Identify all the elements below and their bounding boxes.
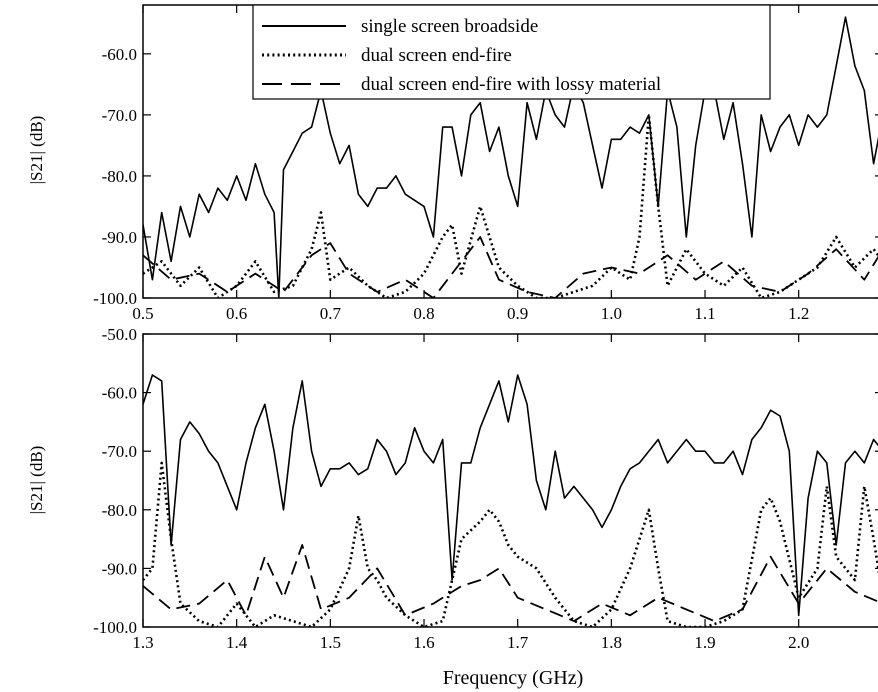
top-series-dashed-line [143,236,878,298]
bottom-series-dotted-line [143,461,878,627]
top-x-tick-label: 1.1 [694,304,715,323]
bottom-y-tick-label: -70.0 [102,442,137,461]
bottom-x-tick-label: 1.6 [413,633,434,652]
x-axis-label: Frequency (GHz) [443,667,584,689]
bottom-series-dashed-line [143,544,878,622]
top-x-tick-label: 0.7 [320,304,342,323]
bottom-axis-layer: 1.3 1.4 1.5 1.6 1.7 1.8 1.9 2.0 -50.0 -60.0 -70.0 -… [93,325,878,652]
legend-label-dual-screen-end-fire: dual screen end-fire [361,45,512,66]
legend-label-lossy-material: dual screen end-fire with lossy material [361,74,661,95]
bottom-x-tick-label: 1.5 [320,633,341,652]
bottom-panel: 1.3 1.4 1.5 1.6 1.7 1.8 1.9 2.0 -50.0 -60.0 -70.0 -… [27,325,878,689]
top-y-tick-label: -100.0 [93,289,137,308]
top-y-axis-label: |S21| (dB) [27,116,46,185]
bottom-series-solid-line [143,374,878,617]
top-x-tick-label: 0.6 [226,304,247,323]
bottom-y-tick-label: -100.0 [93,618,137,637]
bottom-y-tick-label: -80.0 [102,501,137,520]
bottom-x-tick-label: 1.7 [507,633,529,652]
bottom-y-tick-label: -60.0 [102,384,137,403]
legend: single screen broadside dual screen end-… [252,4,771,100]
top-y-tick-label: -60.0 [102,45,137,64]
legend-label-single-screen-broadside: single screen broadside [361,16,538,37]
top-series-layer [143,16,878,298]
top-x-tick-label: 0.8 [413,304,434,323]
bottom-series-layer [143,374,878,627]
bottom-x-tick-label: 2.0 [788,633,809,652]
bottom-x-tick-label: 1.8 [601,633,622,652]
bottom-x-tick-label: 1.9 [694,633,715,652]
top-x-tick-label: 1.2 [788,304,809,323]
bottom-y-tick-label: -50.0 [102,325,137,344]
bottom-y-tick-label: -90.0 [102,559,137,578]
bottom-y-axis-label: |S21| (dB) [27,446,46,515]
top-x-tick-label: 0.5 [132,304,153,323]
top-panel: 0.5 0.6 0.7 0.8 0.9 1.0 1.1 1.2 -60.0 -70.0 -80.0 -… [27,4,878,323]
bottom-x-tick-label: 1.3 [132,633,153,652]
top-series-solid-line [143,16,878,298]
top-y-tick-label: -80.0 [102,167,137,186]
top-x-tick-label: 1.0 [601,304,622,323]
bottom-x-tick-label: 1.4 [226,633,248,652]
bottom-plot-frame [142,333,878,628]
top-x-tick-label: 0.9 [507,304,528,323]
top-y-tick-label: -70.0 [102,106,137,125]
top-y-tick-label: -90.0 [102,228,137,247]
